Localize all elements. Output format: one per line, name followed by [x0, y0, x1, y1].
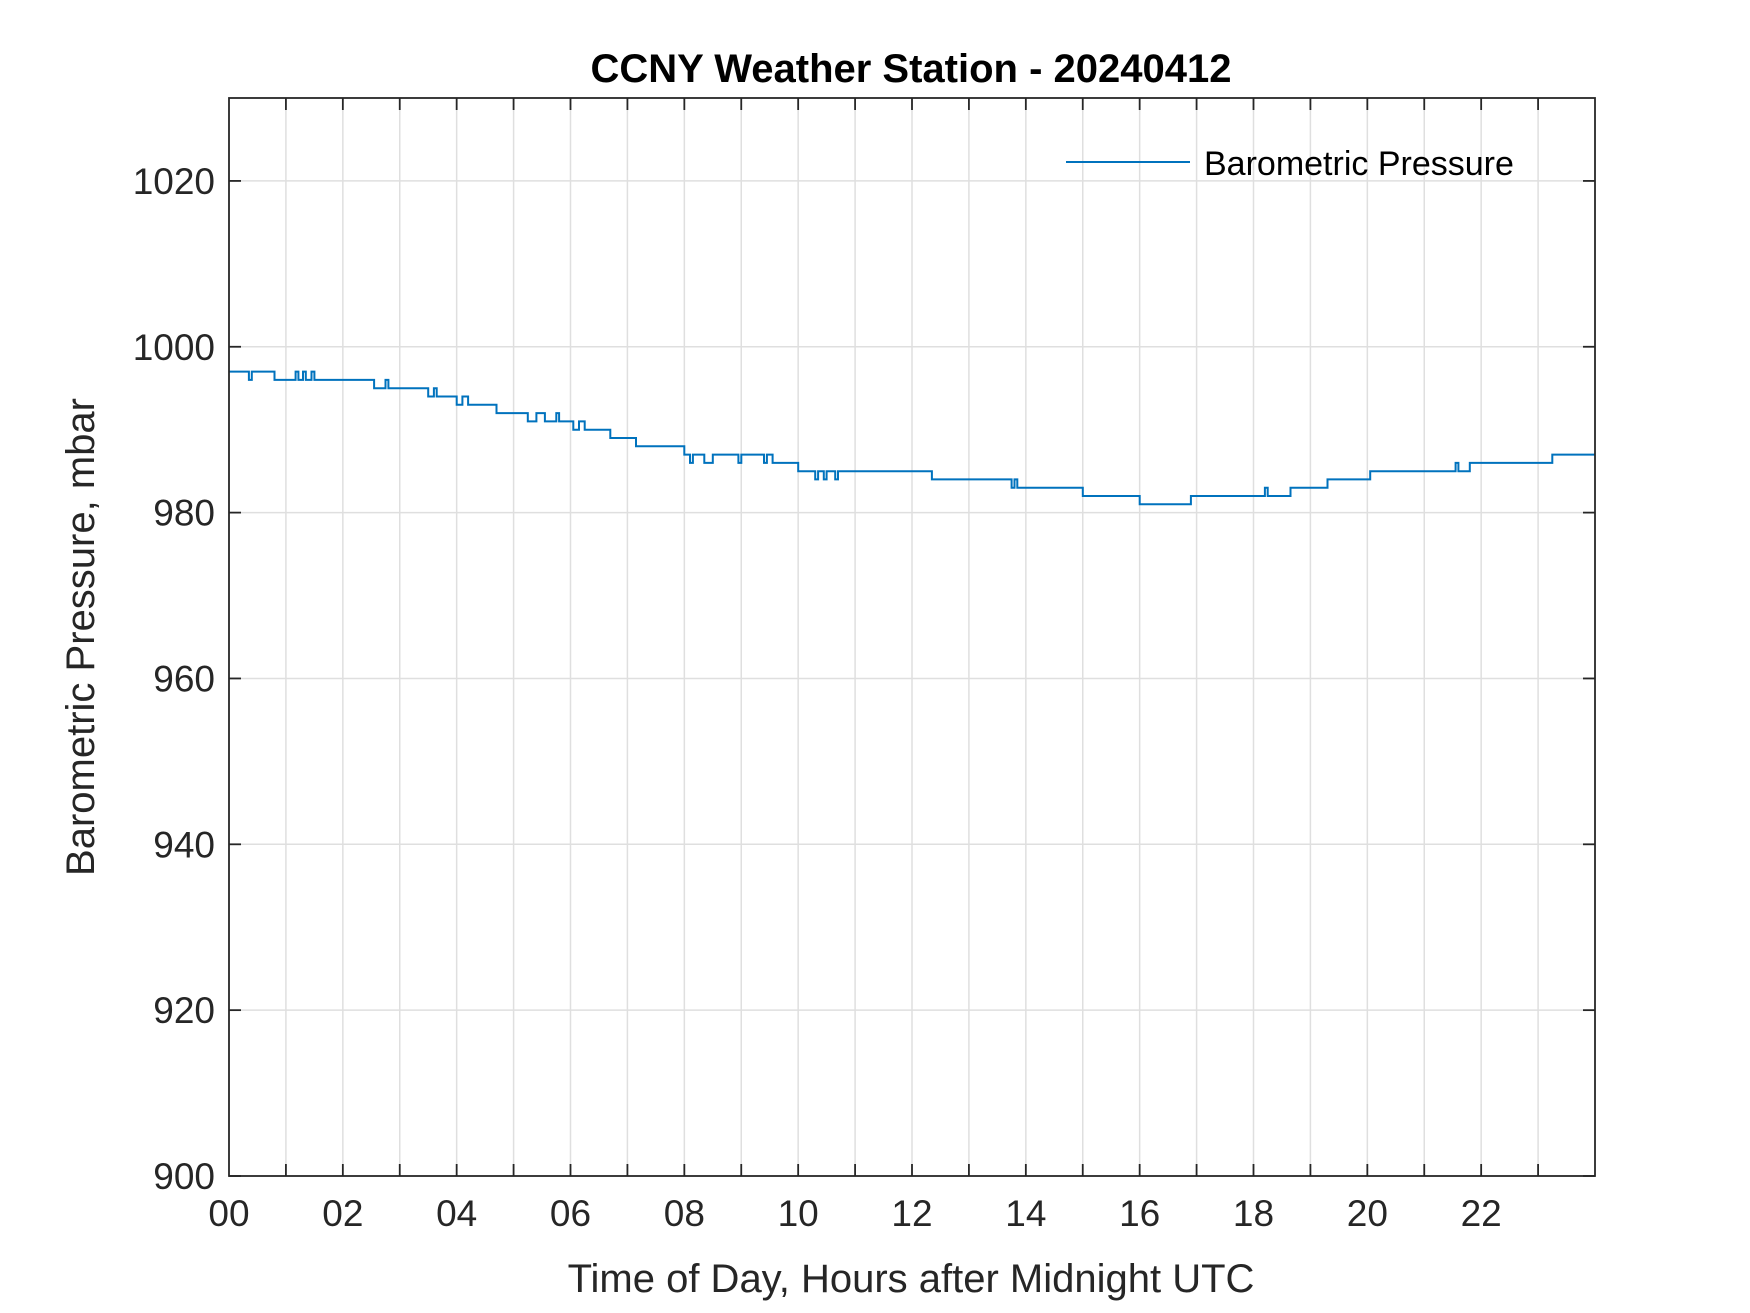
y-tick-labels: 900 920 940 960 980 1000 1020	[133, 161, 215, 1197]
x-tick-label: 10	[778, 1193, 819, 1234]
x-axis-label: Time of Day, Hours after Midnight UTC	[568, 1257, 1255, 1301]
y-axis-label: Barometric Pressure, mbar	[59, 398, 103, 876]
x-tick-label: 18	[1233, 1193, 1274, 1234]
x-tick-label: 12	[891, 1193, 932, 1234]
x-tick-label: 22	[1461, 1193, 1502, 1234]
series-layer	[229, 370, 1595, 506]
x-tick-label: 00	[208, 1193, 249, 1234]
x-tick-labels: 00 02 04 06 08 10 12 14 16 18 20 22	[208, 1193, 1501, 1234]
y-tick-label: 980	[153, 493, 215, 534]
x-tick-label: 06	[550, 1193, 591, 1234]
x-tick-label: 14	[1005, 1193, 1046, 1234]
grid-lines	[229, 98, 1595, 1176]
axis-ticks	[229, 98, 1595, 1177]
x-tick-label: 16	[1119, 1193, 1160, 1234]
series-line-barometric-pressure	[229, 370, 1595, 506]
legend-label: Barometric Pressure	[1204, 145, 1514, 183]
y-tick-label: 900	[153, 1156, 215, 1197]
x-tick-label: 20	[1347, 1193, 1388, 1234]
y-tick-label: 960	[153, 658, 215, 699]
x-tick-label: 02	[322, 1193, 363, 1234]
x-tick-label: 08	[664, 1193, 705, 1234]
y-tick-label: 1020	[133, 161, 215, 202]
legend: Barometric Pressure	[1066, 145, 1514, 183]
x-tick-label: 04	[436, 1193, 477, 1234]
axes-box	[228, 97, 1596, 1177]
y-tick-label: 920	[153, 990, 215, 1031]
y-tick-label: 1000	[133, 327, 215, 368]
chart-title: CCNY Weather Station - 20240412	[591, 47, 1232, 91]
y-tick-label: 940	[153, 824, 215, 865]
